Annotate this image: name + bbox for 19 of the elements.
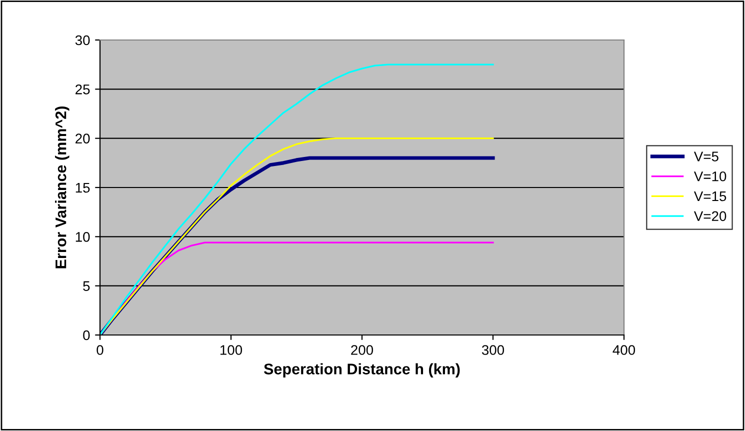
legend-label: V=15 [694,191,726,202]
x-tick-label: 0 [96,345,104,355]
y-axis-title: Error Variance (mm^2) [55,106,70,268]
y-tick-label: 30 [75,35,90,46]
y-tick-label: 15 [76,182,90,193]
legend-label: V=5 [694,152,718,162]
x-tick-label: 300 [482,345,504,355]
line-series [100,64,494,335]
y-tick-label: 25 [76,84,90,94]
y-tick-label: 20 [76,134,90,144]
x-axis-title: Seperation Distance h (km) [264,363,460,378]
y-tick-label: 5 [83,281,90,292]
x-tick-label: 100 [220,345,242,355]
y-tick-label: 0 [83,330,90,340]
x-tick-label: 200 [351,345,374,355]
x-tick-label: 400 [612,345,636,355]
y-tick-label: 10 [76,232,90,242]
legend-label: V=20 [694,211,726,222]
legend-label: V=10 [694,171,726,182]
